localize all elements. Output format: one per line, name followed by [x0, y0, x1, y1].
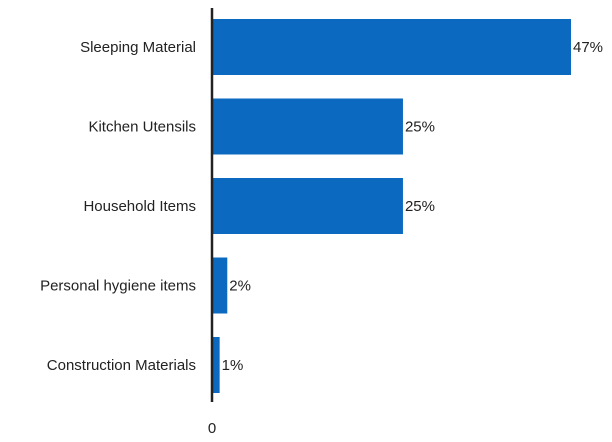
value-label: 25% [405, 198, 435, 215]
bar [212, 19, 571, 75]
category-label: Personal hygiene items [40, 278, 196, 295]
value-label: 47% [573, 39, 603, 56]
bar [212, 337, 220, 393]
bar [212, 178, 403, 234]
category-label: Construction Materials [47, 357, 196, 374]
category-labels-group: Sleeping Material Kitchen Utensils Househo… [40, 39, 196, 374]
category-label: Kitchen Utensils [88, 119, 196, 136]
value-labels-group: 47% 25% 25% 2% 1% [222, 39, 603, 374]
x-tick-label: 0 [208, 420, 216, 437]
value-label: 1% [222, 357, 244, 374]
value-label: 25% [405, 119, 435, 136]
value-label: 2% [229, 278, 251, 295]
bar [212, 98, 403, 155]
category-label: Sleeping Material [80, 39, 196, 56]
category-label: Household Items [83, 198, 196, 215]
bars-group [212, 19, 571, 393]
bar [212, 257, 228, 314]
